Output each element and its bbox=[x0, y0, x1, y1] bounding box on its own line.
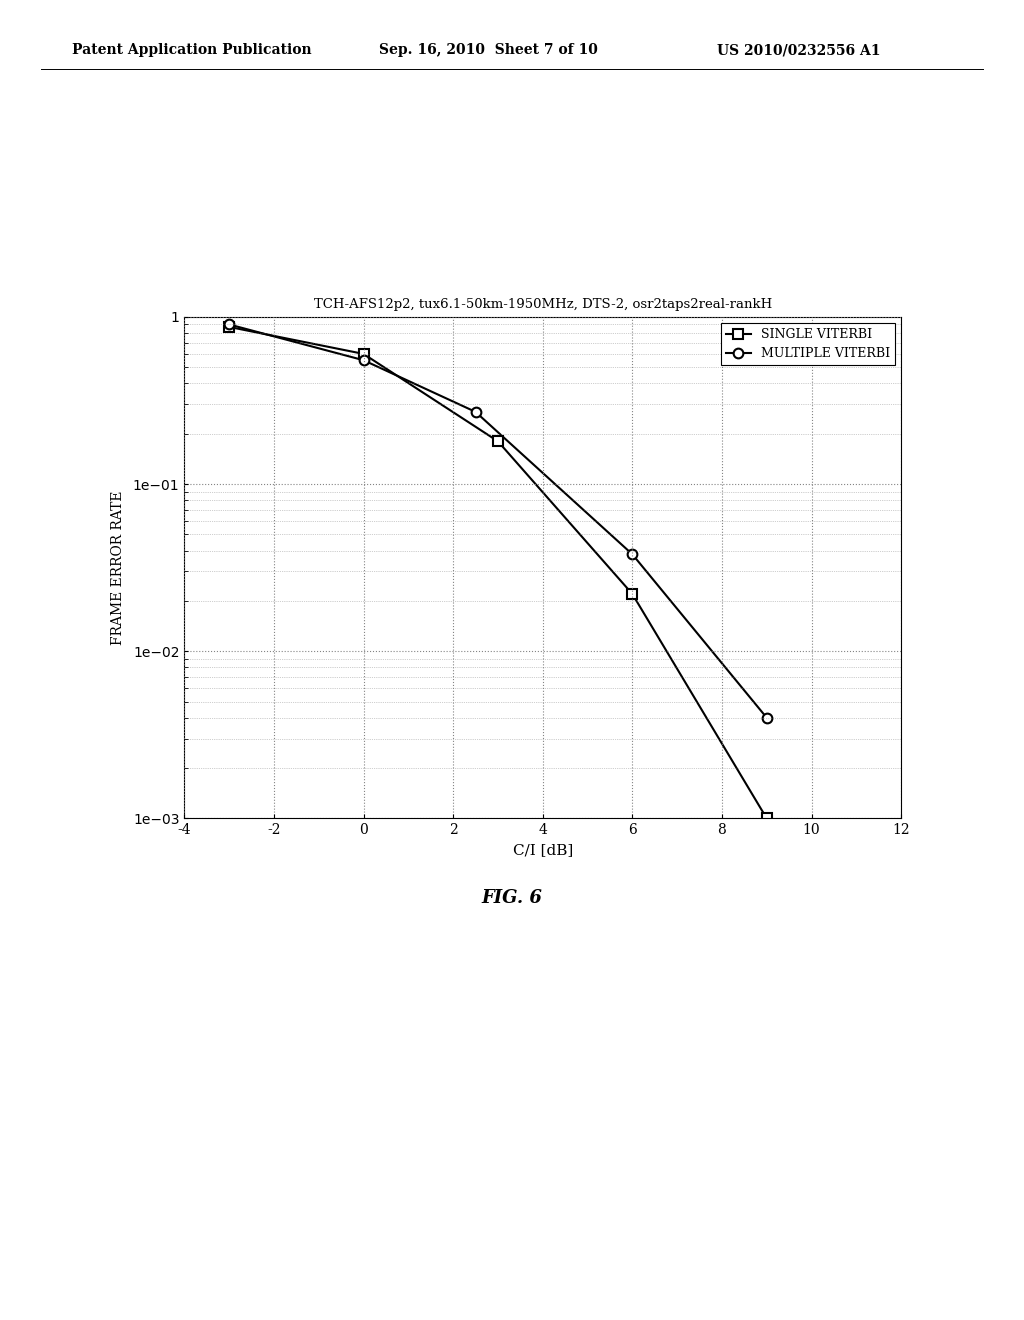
Y-axis label: FRAME ERROR RATE: FRAME ERROR RATE bbox=[111, 490, 125, 645]
MULTIPLE VITERBI bbox=[357, 352, 370, 368]
Text: Patent Application Publication: Patent Application Publication bbox=[72, 44, 311, 57]
Text: FIG. 6: FIG. 6 bbox=[481, 888, 543, 907]
Text: US 2010/0232556 A1: US 2010/0232556 A1 bbox=[717, 44, 881, 57]
Text: Sep. 16, 2010  Sheet 7 of 10: Sep. 16, 2010 Sheet 7 of 10 bbox=[379, 44, 598, 57]
MULTIPLE VITERBI bbox=[223, 317, 236, 333]
Line: SINGLE VITERBI: SINGLE VITERBI bbox=[224, 322, 771, 824]
MULTIPLE VITERBI bbox=[626, 546, 639, 562]
Legend: SINGLE VITERBI, MULTIPLE VITERBI: SINGLE VITERBI, MULTIPLE VITERBI bbox=[721, 323, 895, 366]
SINGLE VITERBI bbox=[492, 433, 504, 449]
SINGLE VITERBI bbox=[223, 319, 236, 335]
SINGLE VITERBI bbox=[761, 810, 773, 826]
MULTIPLE VITERBI bbox=[469, 404, 481, 420]
SINGLE VITERBI bbox=[357, 346, 370, 362]
MULTIPLE VITERBI bbox=[761, 710, 773, 726]
X-axis label: C/I [dB]: C/I [dB] bbox=[513, 842, 572, 857]
Title: TCH-AFS12p2, tux6.1-50km-1950MHz, DTS-2, osr2taps2real-rankH: TCH-AFS12p2, tux6.1-50km-1950MHz, DTS-2,… bbox=[313, 298, 772, 312]
Line: MULTIPLE VITERBI: MULTIPLE VITERBI bbox=[224, 319, 771, 722]
SINGLE VITERBI bbox=[626, 586, 639, 602]
